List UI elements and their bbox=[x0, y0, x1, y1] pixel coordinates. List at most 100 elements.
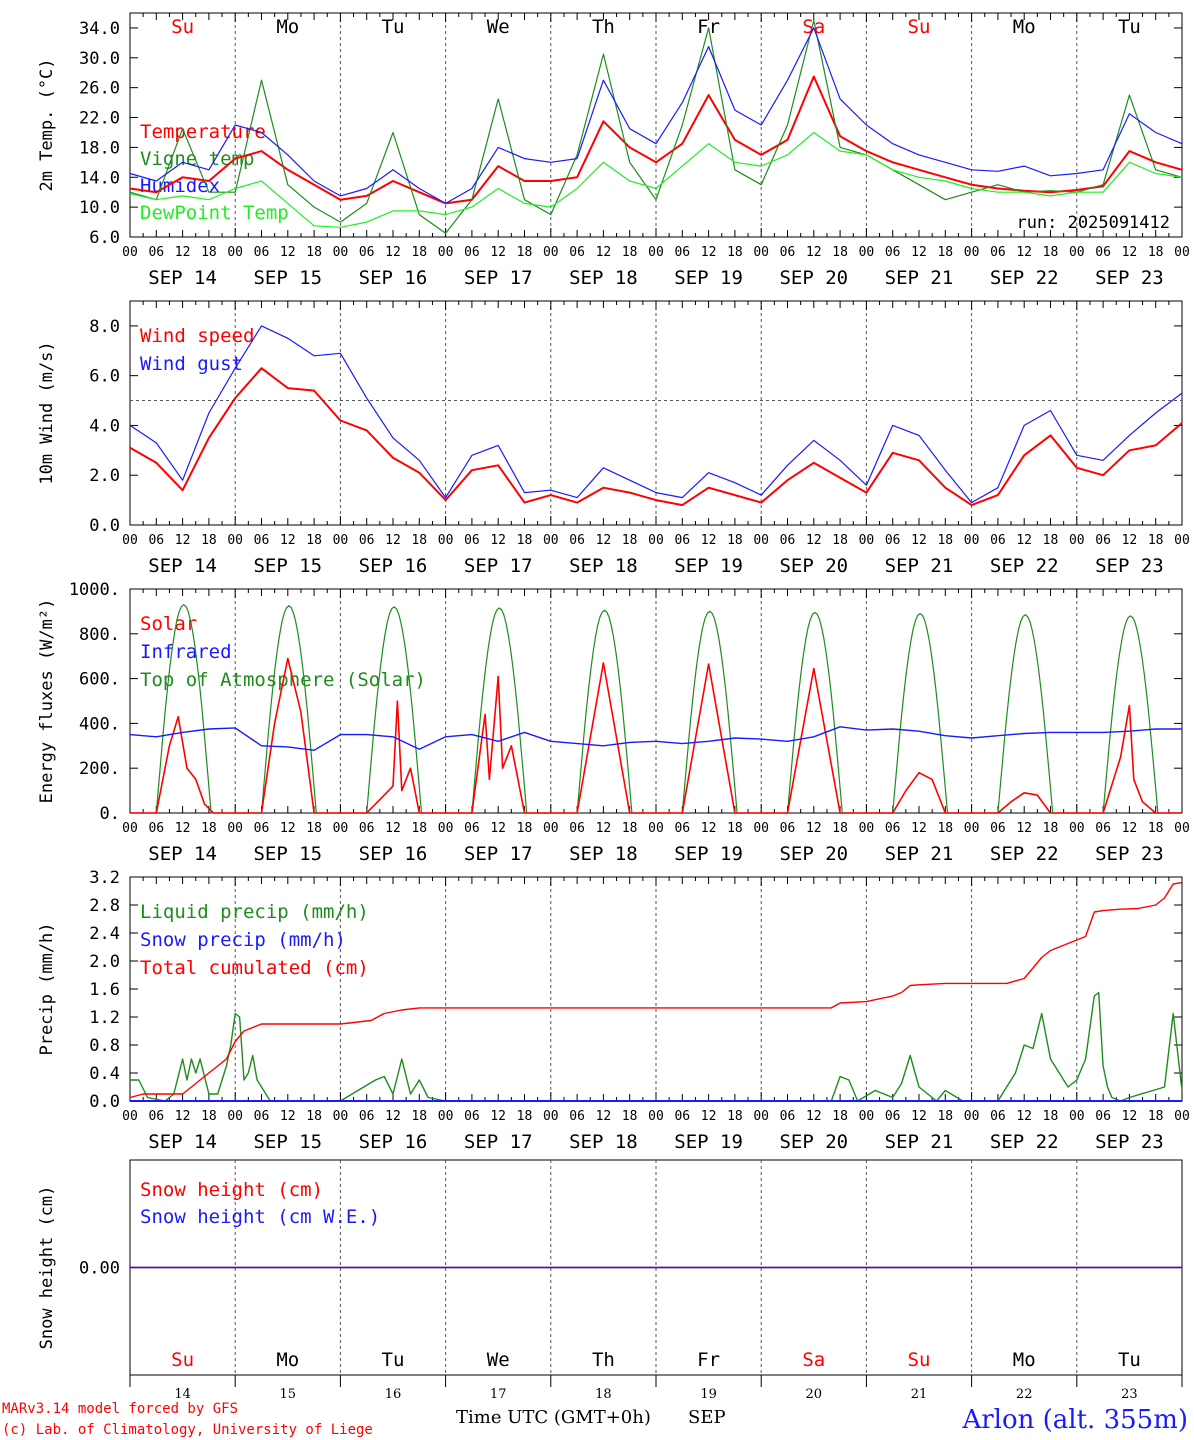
hour-tick-label: 18 bbox=[201, 1109, 217, 1124]
legend-entry: Vigne temp bbox=[140, 148, 254, 170]
hour-tick-label: 12 bbox=[280, 1109, 296, 1124]
y-tick-label: 2.0 bbox=[89, 466, 120, 486]
date-label: SEP 21 bbox=[885, 1131, 954, 1153]
hour-tick-label: 12 bbox=[1016, 245, 1032, 260]
date-label: SEP 14 bbox=[148, 843, 217, 865]
series-line-green bbox=[129, 19, 1183, 234]
date-label: SEP 21 bbox=[885, 267, 954, 289]
hour-tick-label: 06 bbox=[780, 245, 796, 260]
date-label: SEP 22 bbox=[990, 1131, 1059, 1153]
hour-tick-label: 12 bbox=[1122, 821, 1138, 836]
hour-tick-label: 00 bbox=[753, 245, 769, 260]
y-tick-label: 200. bbox=[79, 759, 120, 779]
hour-tick-label: 12 bbox=[385, 533, 401, 548]
series-line-red bbox=[130, 657, 1182, 814]
date-label: SEP 16 bbox=[359, 555, 428, 577]
hour-tick-label: 06 bbox=[148, 1109, 164, 1124]
hour-tick-label: 12 bbox=[175, 533, 191, 548]
series-line-lightgreen bbox=[129, 131, 1183, 228]
weekday-label: We bbox=[487, 1349, 510, 1371]
hour-tick-label: 00 bbox=[648, 245, 664, 260]
legend-entry: Wind gust bbox=[140, 353, 243, 375]
hour-tick-label: 06 bbox=[569, 1109, 585, 1124]
day-number-label: 21 bbox=[911, 1387, 928, 1402]
hour-tick-label: 00 bbox=[122, 245, 138, 260]
hour-tick-label: 06 bbox=[674, 533, 690, 548]
hour-tick-label: 18 bbox=[306, 821, 322, 836]
y-tick-label: 800. bbox=[79, 625, 120, 645]
hour-tick-label: 00 bbox=[859, 245, 875, 260]
hour-tick-label: 12 bbox=[596, 533, 612, 548]
series-line-red bbox=[129, 75, 1183, 205]
hour-tick-label: 06 bbox=[885, 245, 901, 260]
date-label: SEP 21 bbox=[885, 555, 954, 577]
weekday-label: Su bbox=[171, 16, 194, 38]
date-label: SEP 17 bbox=[464, 1131, 533, 1153]
hour-tick-label: 18 bbox=[1148, 245, 1164, 260]
date-label: SEP 20 bbox=[779, 555, 848, 577]
hour-tick-label: 00 bbox=[859, 533, 875, 548]
date-label: SEP 19 bbox=[674, 1131, 743, 1153]
hour-tick-label: 06 bbox=[885, 821, 901, 836]
hour-tick-label: 00 bbox=[227, 245, 243, 260]
hour-tick-label: 18 bbox=[1043, 245, 1059, 260]
weekday-label: Sa bbox=[802, 16, 825, 38]
y-tick-label: 2.8 bbox=[89, 896, 120, 916]
y-tick-label: 0.8 bbox=[89, 1036, 120, 1056]
date-label: SEP 20 bbox=[779, 1131, 848, 1153]
hour-tick-label: 18 bbox=[517, 245, 533, 260]
y-tick-label: 2.0 bbox=[89, 952, 120, 972]
hour-tick-label: 06 bbox=[1095, 1109, 1111, 1124]
hour-tick-label: 18 bbox=[832, 821, 848, 836]
date-label: SEP 16 bbox=[359, 1131, 428, 1153]
weekday-label: Th bbox=[592, 1349, 615, 1371]
y-axis-label: 2m Temp. (°C) bbox=[37, 58, 57, 191]
hour-tick-label: 00 bbox=[543, 1109, 559, 1124]
day-number-label: 22 bbox=[1016, 1387, 1033, 1402]
hour-tick-label: 18 bbox=[727, 533, 743, 548]
weekday-label: Tu bbox=[1118, 1349, 1141, 1371]
hour-tick-label: 12 bbox=[911, 1109, 927, 1124]
series-line-green bbox=[130, 991, 1183, 1102]
hour-tick-label: 00 bbox=[438, 821, 454, 836]
date-label: SEP 23 bbox=[1095, 267, 1164, 289]
y-tick-label: 1.2 bbox=[89, 1008, 120, 1028]
date-label: SEP 21 bbox=[885, 843, 954, 865]
series-line-blue bbox=[129, 325, 1183, 504]
hour-tick-label: 12 bbox=[596, 245, 612, 260]
hour-tick-label: 06 bbox=[148, 245, 164, 260]
hour-tick-label: 06 bbox=[464, 533, 480, 548]
hour-tick-label: 06 bbox=[990, 245, 1006, 260]
hour-tick-label: 06 bbox=[674, 1109, 690, 1124]
date-label: SEP 15 bbox=[253, 843, 322, 865]
hour-tick-label: 12 bbox=[701, 533, 717, 548]
hour-tick-label: 12 bbox=[175, 821, 191, 836]
y-tick-label: 34.0 bbox=[79, 19, 120, 39]
station-label: Arlon (alt. 355m) bbox=[961, 1405, 1188, 1435]
hour-tick-label: 12 bbox=[701, 245, 717, 260]
weekday-label: Fr bbox=[697, 1349, 720, 1371]
y-tick-label: 2.4 bbox=[89, 924, 120, 944]
hour-tick-label: 00 bbox=[227, 1109, 243, 1124]
hour-tick-label: 00 bbox=[333, 821, 349, 836]
y-tick-label: 3.2 bbox=[89, 868, 120, 888]
weekday-label: Fr bbox=[697, 16, 720, 38]
hour-tick-label: 06 bbox=[359, 533, 375, 548]
series-line-blue bbox=[129, 726, 1182, 751]
weekday-label: Th bbox=[592, 16, 615, 38]
hour-tick-label: 18 bbox=[1148, 821, 1164, 836]
hour-tick-label: 06 bbox=[464, 1109, 480, 1124]
hour-tick-label: 18 bbox=[201, 533, 217, 548]
hour-tick-label: 12 bbox=[385, 1109, 401, 1124]
y-tick-label: 600. bbox=[79, 670, 120, 690]
hour-tick-label: 18 bbox=[937, 821, 953, 836]
hour-tick-label: 00 bbox=[753, 1109, 769, 1124]
hour-tick-label: 06 bbox=[569, 821, 585, 836]
hour-tick-label: 18 bbox=[727, 1109, 743, 1124]
hour-tick-label: 12 bbox=[490, 1109, 506, 1124]
day-number-label: 18 bbox=[595, 1387, 612, 1402]
date-label: SEP 15 bbox=[253, 555, 322, 577]
hour-tick-label: 18 bbox=[1043, 1109, 1059, 1124]
y-axis-label: Snow height (cm) bbox=[37, 1186, 57, 1350]
y-axis-label: Precip (mm/h) bbox=[37, 922, 57, 1055]
